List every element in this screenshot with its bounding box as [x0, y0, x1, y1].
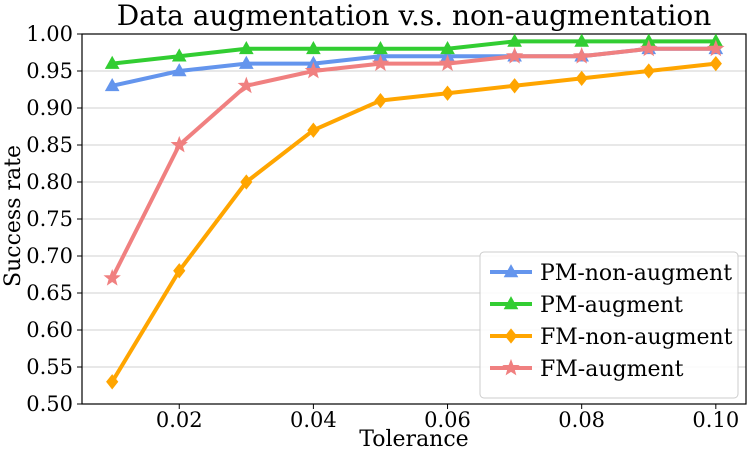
x-tick-label: 0.10: [692, 408, 739, 432]
data-point: [642, 63, 655, 79]
y-tick-label: 0.95: [26, 59, 73, 83]
data-point: [238, 40, 254, 55]
data-point: [373, 40, 388, 55]
data-point: [106, 374, 119, 390]
x-tick-label: 0.04: [290, 408, 337, 432]
data-point: [307, 122, 320, 138]
series-line: [110, 61, 718, 384]
legend-marker: [503, 296, 519, 310]
legend-box: [479, 251, 739, 399]
data-point: [441, 85, 454, 101]
y-tick-label: 0.85: [26, 133, 73, 157]
data-point: [440, 40, 455, 55]
legend-label: FM-non-augment: [540, 325, 733, 350]
x-tick-label: 0.08: [558, 408, 605, 432]
series-layer: [103, 33, 725, 390]
data-point: [574, 33, 590, 47]
data-point: [104, 77, 120, 92]
x-axis-label: Tolerance: [359, 427, 468, 452]
data-point: [371, 54, 390, 71]
data-point: [709, 55, 722, 72]
legend: PM-non-augment PM-augment FM-non-augment FM…: [479, 251, 739, 399]
axes: [77, 33, 747, 409]
legend-label: FM-augment: [540, 357, 684, 382]
legend-label: PM-non-augment: [540, 261, 732, 286]
tick-labels: 0.50 0.55 0.60 0.65 0.70 0.75 0.80 0.85 0.90 0.95…: [26, 22, 739, 432]
x-tick-label: 0.06: [424, 408, 471, 432]
y-tick-label: 0.80: [26, 170, 73, 194]
y-tick-label: 0.55: [26, 355, 73, 379]
legend-label: PM-augment: [540, 293, 683, 318]
data-point: [707, 39, 725, 57]
data-point: [171, 63, 187, 77]
data-point: [238, 55, 254, 69]
y-tick-label: 0.50: [26, 392, 73, 416]
data-point: [170, 135, 188, 153]
y-tick-label: 0.65: [26, 281, 73, 305]
plot-frame: [81, 33, 747, 405]
data-point: [508, 78, 521, 94]
series-line: [110, 39, 718, 66]
series-line: [110, 46, 718, 281]
data-point: [104, 55, 120, 69]
y-tick-label: 0.90: [26, 96, 73, 120]
y-tick-label: 0.60: [26, 318, 73, 342]
y-tick-label: 0.70: [26, 244, 73, 268]
legend-marker: [503, 264, 519, 278]
y-tick-label: 0.75: [26, 207, 73, 231]
data-point: [103, 269, 121, 286]
legend-marker: [504, 328, 518, 344]
data-point: [171, 48, 187, 62]
series-fm-augment: [103, 39, 725, 286]
data-point: [575, 70, 588, 87]
y-axis-label: Success rate: [1, 145, 26, 287]
series-fm-non-augment: [106, 55, 722, 390]
data-point: [572, 47, 591, 64]
data-point: [640, 39, 658, 57]
data-point: [374, 92, 387, 109]
data-point: [237, 76, 256, 94]
data-point: [505, 47, 524, 64]
legend-marker: [502, 358, 520, 376]
x-tick-label: 0.02: [156, 408, 203, 432]
data-point: [306, 40, 321, 55]
data-point: [240, 174, 253, 190]
y-tick-label: 1.00: [26, 22, 73, 46]
data-point: [304, 61, 323, 79]
data-point: [507, 33, 522, 47]
data-point: [438, 54, 457, 71]
data-point: [173, 263, 186, 279]
chart-title: Data augmentation v.s. non-augmentation: [117, 0, 712, 32]
